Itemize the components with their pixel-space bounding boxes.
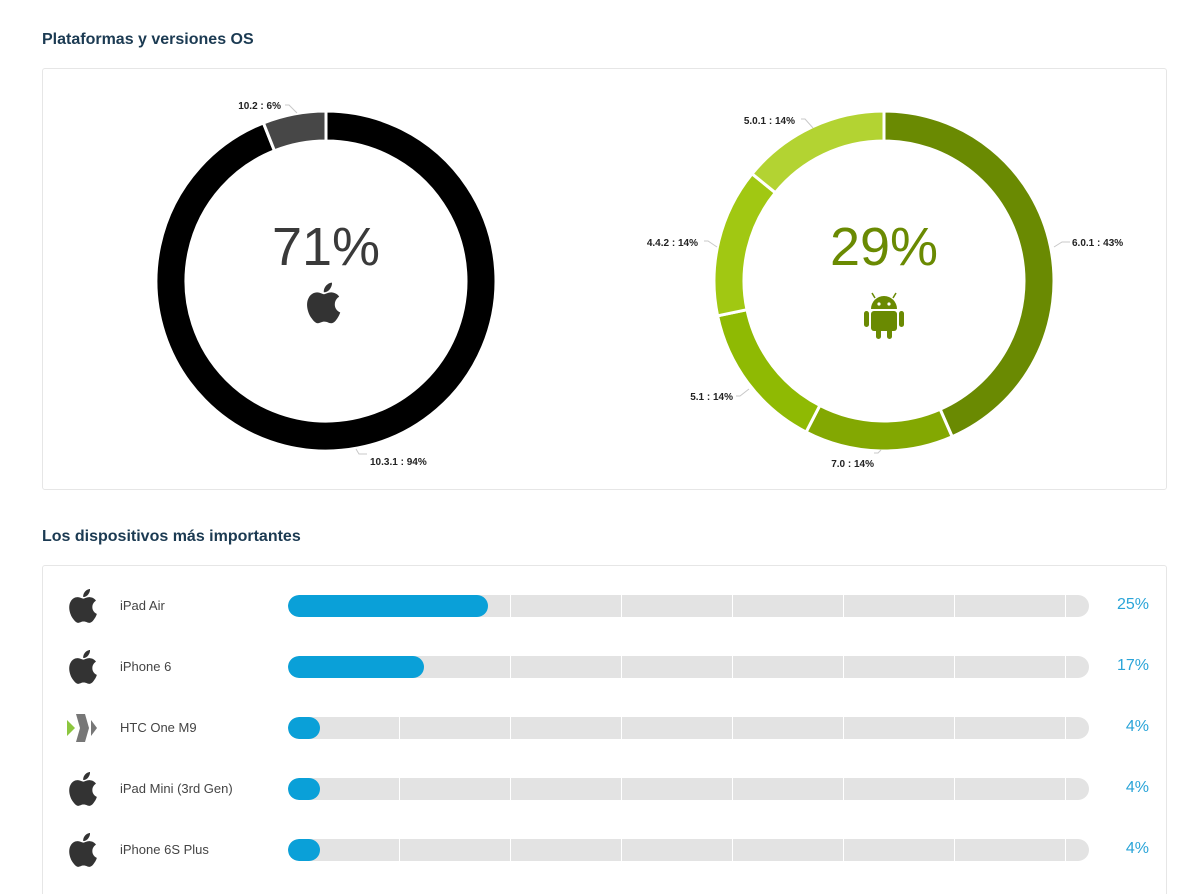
device-name: iPad Air xyxy=(120,598,165,613)
bar-gridline xyxy=(1065,656,1066,678)
slice-label: 7.0 : 14% xyxy=(831,459,874,470)
platforms-section-title: Plataformas y versiones OS xyxy=(42,31,254,48)
donut-slice-10-2[interactable] xyxy=(261,109,328,153)
bar-gridline xyxy=(732,839,733,861)
device-bar[interactable] xyxy=(288,839,321,861)
donut-slice-7-0[interactable] xyxy=(804,403,955,453)
device-row: iPad Air 25% xyxy=(43,586,1166,626)
ios-share-value: 71% xyxy=(272,217,380,277)
device-row: HTC One M9 4% xyxy=(43,708,1166,748)
slice-label-connector xyxy=(874,449,882,454)
slice-label: 5.0.1 : 14% xyxy=(744,116,795,127)
android-share-value: 29% xyxy=(830,217,938,277)
bar-gridline xyxy=(954,717,955,739)
bar-gridline xyxy=(843,595,844,617)
slice-label-connector xyxy=(285,104,298,114)
apple-icon xyxy=(307,282,341,324)
device-percentage: 25% xyxy=(1116,596,1149,613)
bar-gridline xyxy=(954,839,955,861)
bar-gridline xyxy=(732,778,733,800)
slice-label: 4.4.2 : 14% xyxy=(647,238,698,249)
bar-gridline xyxy=(732,656,733,678)
device-row: iPhone 6 17% xyxy=(43,647,1166,687)
device-row: iPad Mini (3rd Gen) 4% xyxy=(43,769,1166,809)
bar-gridline xyxy=(399,717,400,739)
bar-gridline xyxy=(621,656,622,678)
device-percentage: 4% xyxy=(1125,840,1149,857)
bar-gridline xyxy=(1065,717,1066,739)
bar-gridline xyxy=(732,595,733,617)
bar-gridline xyxy=(843,778,844,800)
device-percentage: 4% xyxy=(1125,718,1149,735)
slice-label-connector xyxy=(1053,241,1070,248)
bar-gridline xyxy=(399,839,400,861)
device-bar[interactable] xyxy=(288,717,321,739)
ios-donut: 10.3.1 : 94% 10.2 : 6% 71% xyxy=(154,101,498,468)
bar-gridline xyxy=(843,656,844,678)
bar-gridline xyxy=(732,717,733,739)
bar-gridline xyxy=(1065,839,1066,861)
apple-icon xyxy=(65,647,105,687)
apple-icon xyxy=(65,769,105,809)
device-name: iPad Mini (3rd Gen) xyxy=(120,781,233,796)
bar-gridline xyxy=(510,717,511,739)
bar-gridline xyxy=(621,778,622,800)
bar-gridline xyxy=(843,717,844,739)
bar-gridline xyxy=(954,778,955,800)
device-name: iPhone 6S Plus xyxy=(120,842,209,857)
slice-label-connector xyxy=(801,118,814,129)
bar-gridline xyxy=(621,595,622,617)
slice-label-connector xyxy=(736,388,750,397)
device-row: iPhone 6S Plus 4% xyxy=(43,830,1166,870)
bar-gridline xyxy=(1065,595,1066,617)
apple-icon xyxy=(65,830,105,870)
slice-label: 10.2 : 6% xyxy=(238,101,281,112)
apple-icon xyxy=(65,586,105,626)
donut-slice-10-3-1[interactable] xyxy=(154,109,498,453)
htc-icon xyxy=(65,708,105,748)
bar-gridline xyxy=(621,717,622,739)
device-bar-track xyxy=(288,839,1089,861)
device-bar-track xyxy=(288,656,1089,678)
device-bar-track xyxy=(288,717,1089,739)
bar-gridline xyxy=(954,656,955,678)
device-name: HTC One M9 xyxy=(120,720,197,735)
devices-panel: iPad Air 25% iPhone 6 17% HTC One M9 4% iPad M… xyxy=(42,565,1167,894)
bar-gridline xyxy=(621,839,622,861)
bar-gridline xyxy=(510,778,511,800)
slice-label: 6.0.1 : 43% xyxy=(1072,238,1123,249)
android-donut: 6.0.1 : 43% 7.0 : 14% 5.1 : 14% 4.4.2 : 14%… xyxy=(647,109,1123,470)
donut-slice-4-4-2[interactable] xyxy=(712,171,778,318)
device-percentage: 17% xyxy=(1116,657,1149,674)
devices-section-title: Los dispositivos más importantes xyxy=(42,528,301,545)
device-name: iPhone 6 xyxy=(120,659,172,674)
android-icon xyxy=(864,292,904,339)
bar-gridline xyxy=(1065,778,1066,800)
device-bar[interactable] xyxy=(288,595,489,617)
device-bar[interactable] xyxy=(288,778,321,800)
device-bar-track xyxy=(288,595,1089,617)
slice-label-connector xyxy=(704,240,718,248)
slice-label: 10.3.1 : 94% xyxy=(370,457,427,468)
device-bar[interactable] xyxy=(288,656,425,678)
donut-slice-5-0-1[interactable] xyxy=(749,109,886,195)
os-donut-charts: 10.3.1 : 94% 10.2 : 6% 71% 6.0.1 : 43% 7.0 :… xyxy=(154,101,1123,470)
platforms-panel: 10.3.1 : 94% 10.2 : 6% 71% 6.0.1 : 43% 7.0 :… xyxy=(42,68,1167,490)
bar-gridline xyxy=(510,656,511,678)
slice-label: 5.1 : 14% xyxy=(690,392,733,403)
slice-label-connector xyxy=(355,448,367,455)
device-percentage: 4% xyxy=(1125,779,1149,796)
bar-gridline xyxy=(510,595,511,617)
bar-gridline xyxy=(399,778,400,800)
device-bar-track xyxy=(288,778,1089,800)
bar-gridline xyxy=(510,839,511,861)
bar-gridline xyxy=(843,839,844,861)
bar-gridline xyxy=(954,595,955,617)
donut-slice-5-1[interactable] xyxy=(715,307,822,435)
